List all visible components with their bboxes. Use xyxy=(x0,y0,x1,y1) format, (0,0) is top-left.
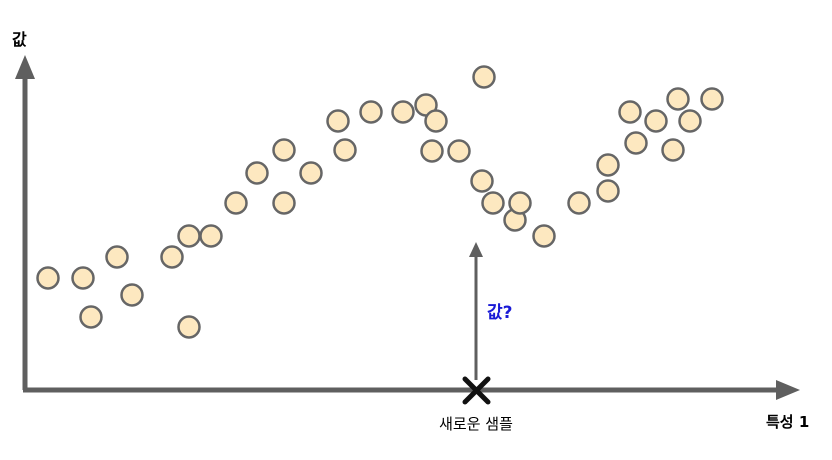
data-point xyxy=(532,224,556,248)
query-arrow xyxy=(469,242,483,380)
query-label: 값? xyxy=(487,303,513,323)
data-point xyxy=(618,100,642,124)
data-point xyxy=(245,161,269,185)
x-axis-label: 특성 1 xyxy=(766,413,809,431)
data-point xyxy=(508,191,532,215)
data-point xyxy=(420,139,444,163)
data-point xyxy=(391,100,415,124)
data-point xyxy=(567,191,591,215)
data-point xyxy=(299,161,323,185)
query-arrow-head xyxy=(469,242,483,257)
data-point xyxy=(447,139,471,163)
data-point xyxy=(359,100,383,124)
data-point xyxy=(472,65,496,89)
axes xyxy=(15,55,800,400)
data-point xyxy=(661,138,685,162)
data-point xyxy=(105,245,129,269)
data-point xyxy=(470,169,494,193)
data-point xyxy=(272,191,296,215)
data-point xyxy=(160,245,184,269)
data-point xyxy=(596,153,620,177)
data-point xyxy=(678,109,702,133)
x-axis-arrow-head xyxy=(776,380,800,400)
data-point xyxy=(177,315,201,339)
data-point xyxy=(424,109,448,133)
new-sample-label: 새로운 샘플 xyxy=(439,415,513,433)
data-point xyxy=(596,179,620,203)
data-point xyxy=(36,266,60,290)
data-point xyxy=(71,266,95,290)
data-point xyxy=(644,109,668,133)
data-point xyxy=(224,191,248,215)
data-point xyxy=(333,138,357,162)
data-points xyxy=(36,65,724,339)
data-point xyxy=(700,87,724,111)
data-point xyxy=(624,131,648,155)
data-point xyxy=(272,138,296,162)
cross-stroke-2 xyxy=(462,376,491,405)
data-point xyxy=(199,224,223,248)
data-point xyxy=(481,191,505,215)
data-point xyxy=(120,283,144,307)
data-point xyxy=(666,87,690,111)
y-axis-label: 값 xyxy=(12,30,27,49)
new-sample-marker xyxy=(462,376,491,405)
data-point xyxy=(177,224,201,248)
data-point xyxy=(79,305,103,329)
y-axis-arrow-head xyxy=(15,55,35,79)
data-point xyxy=(326,109,350,133)
